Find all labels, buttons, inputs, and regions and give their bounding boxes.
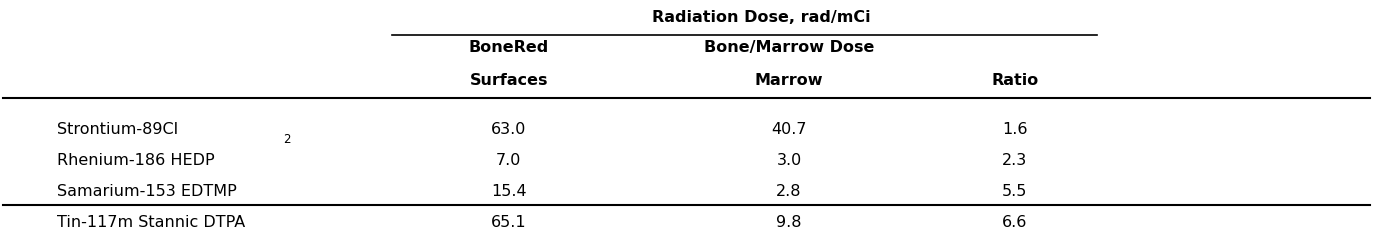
Text: Rhenium-186 HEDP: Rhenium-186 HEDP (58, 153, 216, 168)
Text: 6.6: 6.6 (1002, 215, 1027, 230)
Text: Ratio: Ratio (991, 73, 1038, 88)
Text: 2.3: 2.3 (1002, 153, 1027, 168)
Text: BoneRed: BoneRed (468, 40, 549, 55)
Text: Surfaces: Surfaces (470, 73, 548, 88)
Text: Strontium-89Cl: Strontium-89Cl (58, 123, 178, 138)
Text: 40.7: 40.7 (772, 123, 807, 138)
Text: Bone/Marrow Dose: Bone/Marrow Dose (704, 40, 875, 55)
Text: 5.5: 5.5 (1002, 184, 1027, 199)
Text: 65.1: 65.1 (492, 215, 526, 230)
Text: 1.6: 1.6 (1002, 123, 1027, 138)
Text: 15.4: 15.4 (492, 184, 526, 199)
Text: 9.8: 9.8 (776, 215, 802, 230)
Text: Radiation Dose, rad/mCi: Radiation Dose, rad/mCi (652, 10, 870, 25)
Text: Marrow: Marrow (755, 73, 824, 88)
Text: Samarium-153 EDTMP: Samarium-153 EDTMP (58, 184, 238, 199)
Text: Tin-117m Stannic DTPA: Tin-117m Stannic DTPA (58, 215, 246, 230)
Text: 3.0: 3.0 (777, 153, 802, 168)
Text: 2.8: 2.8 (776, 184, 802, 199)
Text: 2: 2 (283, 133, 291, 146)
Text: 7.0: 7.0 (496, 153, 522, 168)
Text: 63.0: 63.0 (492, 123, 526, 138)
